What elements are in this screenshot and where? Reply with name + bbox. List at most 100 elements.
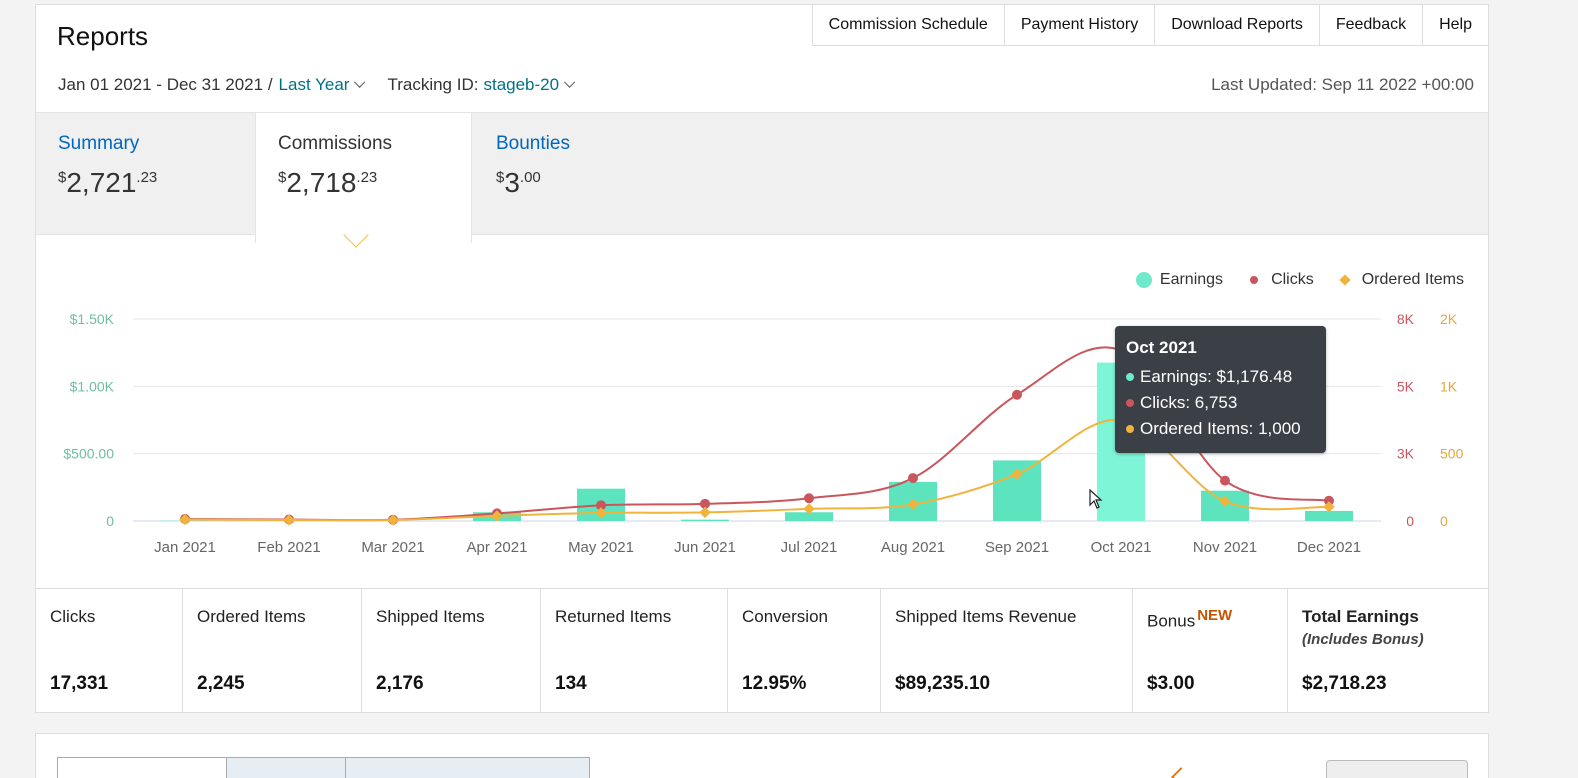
chevron-down-icon[interactable] (354, 76, 366, 88)
metric-value: 134 (555, 673, 587, 694)
metric-label: Returned Items (555, 607, 672, 626)
ordered-items-point (1323, 501, 1335, 513)
earnings-legend-marker (1135, 272, 1152, 288)
legend-clicks-label: Clicks (1271, 271, 1314, 288)
clicks-point (1220, 475, 1230, 486)
x-tick-label: Dec 2021 (1297, 539, 1361, 556)
x-tick-label: Oct 2021 (1091, 539, 1152, 556)
x-tick-label: Sep 2021 (985, 539, 1049, 556)
filter-bar: Jan 01 2021 - Dec 31 2021 / Last Year Tr… (58, 75, 597, 95)
x-tick-label: Jan 2021 (154, 539, 216, 556)
metric-ordered-items: Ordered Items 2,245 (183, 589, 362, 713)
tab-ordered-items[interactable] (57, 757, 227, 778)
y-left-tick-label: $500.00 (63, 446, 114, 462)
period-dropdown[interactable]: Last Year (278, 75, 350, 94)
clicks-point (804, 493, 814, 504)
chart-legend: Earnings Clicks Ordered Items (1114, 271, 1464, 289)
tab-earnings[interactable] (226, 757, 346, 778)
reports-panel: Reports Commission Schedule Payment Hist… (35, 4, 1489, 713)
y-right-clicks-tick-label: 8K (1397, 311, 1415, 327)
metric-label: Conversion (742, 607, 828, 626)
legend-ordered-items[interactable]: Ordered Items (1336, 271, 1464, 289)
metric-value: $2,718.23 (1302, 673, 1387, 694)
y-left-tick-label: 0 (106, 513, 114, 529)
x-tick-label: Apr 2021 (467, 539, 528, 556)
ordered-items-point (387, 514, 399, 526)
earnings-bar (681, 519, 729, 521)
arrow-icon (1171, 767, 1191, 778)
tab-commissions-amount: $2,718.23 (278, 167, 378, 198)
commission-schedule-button[interactable]: Commission Schedule (811, 4, 1005, 46)
metric-value: 12.95% (742, 673, 807, 694)
payment-history-button[interactable]: Payment History (1004, 4, 1156, 46)
clicks-legend-marker (1245, 275, 1263, 285)
tab-bounties-amount: $3.00 (496, 167, 541, 198)
chevron-down-icon[interactable] (564, 76, 576, 88)
metric-value: 17,331 (50, 673, 109, 694)
legend-clicks[interactable]: Clicks (1245, 271, 1314, 289)
y-right-ordered-tick-label: 2K (1440, 311, 1458, 327)
ordered-items-point (1011, 468, 1023, 480)
metric-label: Total Earnings (1302, 607, 1419, 626)
panel-action-button[interactable] (1326, 760, 1468, 778)
page-title: Reports (57, 21, 149, 51)
tab-bounties-label: Bounties (496, 133, 570, 154)
y-right-clicks-tick-label: 3K (1397, 446, 1415, 462)
tooltip-title: Oct 2021 (1126, 338, 1197, 357)
metric-label: Ordered Items (197, 607, 306, 626)
metric-shipped-revenue: Shipped Items Revenue $89,235.10 (881, 589, 1133, 713)
new-badge: NEW (1197, 607, 1233, 624)
x-tick-label: May 2021 (568, 539, 634, 556)
clicks-point (1324, 495, 1334, 506)
metric-clicks: Clicks 17,331 (36, 589, 183, 713)
metric-total-earnings: Total Earnings (Includes Bonus) $2,718.2… (1288, 589, 1488, 713)
metric-conversion: Conversion 12.95% (728, 589, 881, 713)
tracking-id-dropdown[interactable]: stageb-20 (483, 75, 560, 94)
y-right-ordered-tick-label: 500 (1440, 446, 1464, 462)
date-range-text: Jan 01 2021 - Dec 31 2021 / (58, 75, 273, 94)
y-right-clicks-tick-label: 0 (1406, 513, 1414, 529)
metric-label: Shipped Items Revenue (895, 607, 1077, 626)
download-reports-button[interactable]: Download Reports (1155, 4, 1320, 46)
x-tick-label: Mar 2021 (361, 539, 424, 556)
x-tick-label: Jun 2021 (674, 539, 736, 556)
tab-summary-amount: $2,721.23 (58, 167, 158, 198)
y-right-ordered-tick-label: 0 (1440, 513, 1448, 529)
tooltip-ordered-row: Ordered Items: 1,000 (1126, 416, 1315, 442)
y-right-clicks-tick-label: 5K (1397, 378, 1415, 394)
y-right-ordered-tick-label: 1K (1440, 378, 1458, 394)
metric-returned-items: Returned Items 134 (541, 589, 728, 713)
metric-shipped-items: Shipped Items 2,176 (362, 589, 541, 713)
feedback-button[interactable]: Feedback (1319, 4, 1424, 46)
metric-label: Bonus NEW (1147, 607, 1233, 631)
chart-tooltip: Oct 2021 Earnings: $1,176.48 Clicks: 6,7… (1115, 326, 1326, 453)
ordered-items-point (491, 510, 503, 522)
mouse-cursor-icon (1089, 489, 1103, 509)
x-tick-label: Feb 2021 (257, 539, 320, 556)
x-tick-label: Nov 2021 (1193, 539, 1257, 556)
legend-ordered-label: Ordered Items (1361, 271, 1464, 288)
ordered-items-point (1219, 495, 1231, 507)
tooltip-earnings-row: Earnings: $1,176.48 (1126, 364, 1315, 390)
ordered-items-point (283, 514, 295, 526)
metrics-row: Clicks 17,331 Ordered Items 2,245 Shippe… (36, 588, 1488, 713)
earnings-bar (785, 512, 833, 521)
tracking-label: Tracking ID: (387, 75, 479, 94)
tab-commissions[interactable]: Commissions $2,718.23 (255, 113, 472, 243)
tab-link-type-performance[interactable] (345, 757, 590, 778)
legend-earnings[interactable]: Earnings (1135, 271, 1223, 289)
y-left-tick-label: $1.50K (70, 311, 115, 327)
tab-summary[interactable]: Summary $2,721.23 (36, 113, 255, 236)
summary-tabs: Summary $2,721.23 Commissions $2,718.23 … (36, 112, 1488, 243)
y-left-tick-label: $1.00K (70, 378, 115, 394)
metric-sublabel: (Includes Bonus) (1302, 631, 1424, 648)
metric-value: $89,235.10 (895, 673, 991, 694)
ordered-items-point (699, 506, 711, 519)
help-button[interactable]: Help (1423, 4, 1489, 46)
tab-bounties[interactable]: Bounties $3.00 (474, 113, 694, 236)
earnings-bar (1305, 510, 1353, 521)
metric-label: Shipped Items (376, 607, 485, 626)
ordered-items-point (179, 513, 191, 526)
ordered-items-point (595, 507, 607, 519)
ordered-items-point (803, 503, 815, 515)
